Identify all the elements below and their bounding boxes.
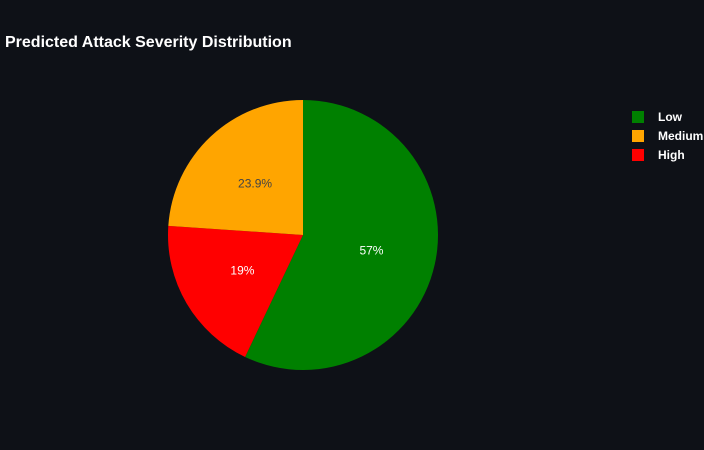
legend-label-low: Low (658, 109, 682, 124)
legend-swatch-low (632, 110, 644, 123)
legend-swatch-medium (632, 129, 644, 142)
legend-item-medium[interactable]: Medium (632, 126, 703, 145)
pie-slice-high[interactable] (168, 225, 303, 357)
legend-item-low[interactable]: Low (632, 107, 703, 126)
legend-swatch-high (632, 148, 644, 161)
slice-label-high: 19% (230, 263, 254, 277)
pie-slice-medium[interactable] (168, 100, 303, 235)
pie-slice-low[interactable] (245, 100, 439, 371)
legend-label-high: High (658, 147, 685, 162)
legend: Low Medium High (632, 107, 703, 164)
slice-label-low: 57% (359, 243, 383, 257)
legend-item-high[interactable]: High (632, 145, 703, 164)
chart-title: Predicted Attack Severity Distribution (5, 34, 292, 51)
slice-label-medium: 23.9% (238, 177, 272, 191)
legend-label-medium: Medium (658, 128, 704, 143)
